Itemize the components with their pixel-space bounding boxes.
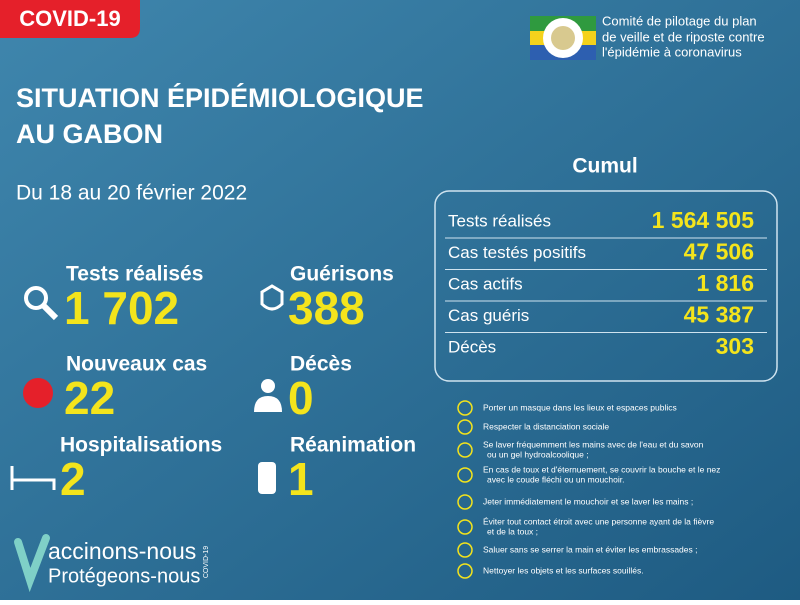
advice-text: ou un gel hydroalcoolique ; — [487, 449, 589, 459]
title-line: AU GABON — [16, 119, 163, 149]
advice-text: Respecter la distanciation sociale — [483, 421, 609, 431]
stat-icons — [10, 284, 284, 494]
advice-icon — [457, 542, 473, 558]
committee-line: Comité de pilotage du plan — [602, 13, 757, 28]
stat-value: 1 — [288, 453, 314, 505]
stat-value: 1 702 — [64, 282, 179, 334]
stat-value: 2 — [60, 453, 86, 505]
cumul-label: Cas guéris — [448, 306, 529, 325]
stats: Tests réalisés 1 702 Guérisons 388 Nouve… — [60, 263, 416, 506]
advice-list: Porter un masque dans les lieux et espac… — [457, 400, 720, 579]
stat-label: Guérisons — [290, 263, 394, 286]
badge: COVID-19 — [19, 6, 120, 31]
stat-value: 0 — [288, 372, 314, 424]
advice-text: Éviter tout contact étroit avec une pers… — [483, 516, 714, 526]
advice-text: Se laver fréquemment les mains avec de l… — [483, 439, 704, 449]
cumul-box — [434, 190, 778, 382]
stat-label: Hospitalisations — [60, 434, 222, 457]
stat-label: Décès — [290, 353, 352, 376]
cumul-value: 1 564 505 — [652, 207, 755, 233]
advice-icon — [457, 467, 473, 483]
period: Du 18 au 20 février 2022 — [16, 182, 247, 205]
committee-line: de veille et de riposte contre — [602, 29, 765, 44]
title-line: SITUATION ÉPIDÉMIOLOGIQUE — [16, 82, 424, 113]
advice-icon — [457, 400, 473, 416]
slogan: Protégeons-nous — [48, 565, 200, 587]
cumul-value: 1 816 — [696, 270, 754, 296]
stat-label: Nouveaux cas — [66, 353, 207, 376]
cumul-label: Tests réalisés — [448, 211, 551, 230]
footer-tag: COVID-19 — [203, 546, 210, 578]
advice-text: Porter un masque dans les lieux et espac… — [483, 402, 677, 412]
advice-icon — [457, 519, 473, 535]
cumul-title: Cumul — [572, 155, 637, 178]
cumul-label: Cas actifs — [448, 274, 523, 293]
advice-text: Nettoyer les objets et les surfaces soui… — [483, 565, 644, 575]
cumul-value: 303 — [716, 333, 754, 359]
advice-icon — [457, 494, 473, 510]
footer: accinons-nous Protégeons-nous COVID-19 — [14, 534, 210, 593]
cumul-value: 45 387 — [684, 302, 754, 328]
advice-icon — [457, 442, 473, 458]
advice-icon — [457, 419, 473, 435]
stat-value: 22 — [64, 372, 115, 424]
v-logo — [14, 534, 50, 593]
committee-logo — [530, 16, 596, 60]
cumul-label: Cas testés positifs — [448, 243, 586, 262]
stat-label: Réanimation — [290, 434, 416, 457]
cumul-rows: Tests réalisés 1 564 505 Cas testés positi… — [445, 207, 767, 359]
stat-label: Tests réalisés — [66, 263, 203, 286]
badge-bg — [0, 0, 140, 38]
advice-text: Saluer sans se serrer la main et éviter … — [483, 544, 697, 554]
advice-icon — [457, 563, 473, 579]
stat-value: 388 — [288, 282, 365, 334]
committee-line: l'épidémie à coronavirus — [602, 44, 742, 59]
cumul-value: 47 506 — [684, 239, 754, 265]
advice-text: avec le coude fléchi ou un mouchoir. — [487, 474, 625, 484]
advice-text: et de la toux ; — [487, 526, 538, 536]
advice-text: Jeter immédiatement le mouchoir et se la… — [483, 496, 693, 506]
cumul-label: Décès — [448, 337, 496, 356]
advice-text: En cas de toux et d'éternuement, se couv… — [483, 464, 720, 474]
slogan: accinons-nous — [48, 538, 196, 564]
